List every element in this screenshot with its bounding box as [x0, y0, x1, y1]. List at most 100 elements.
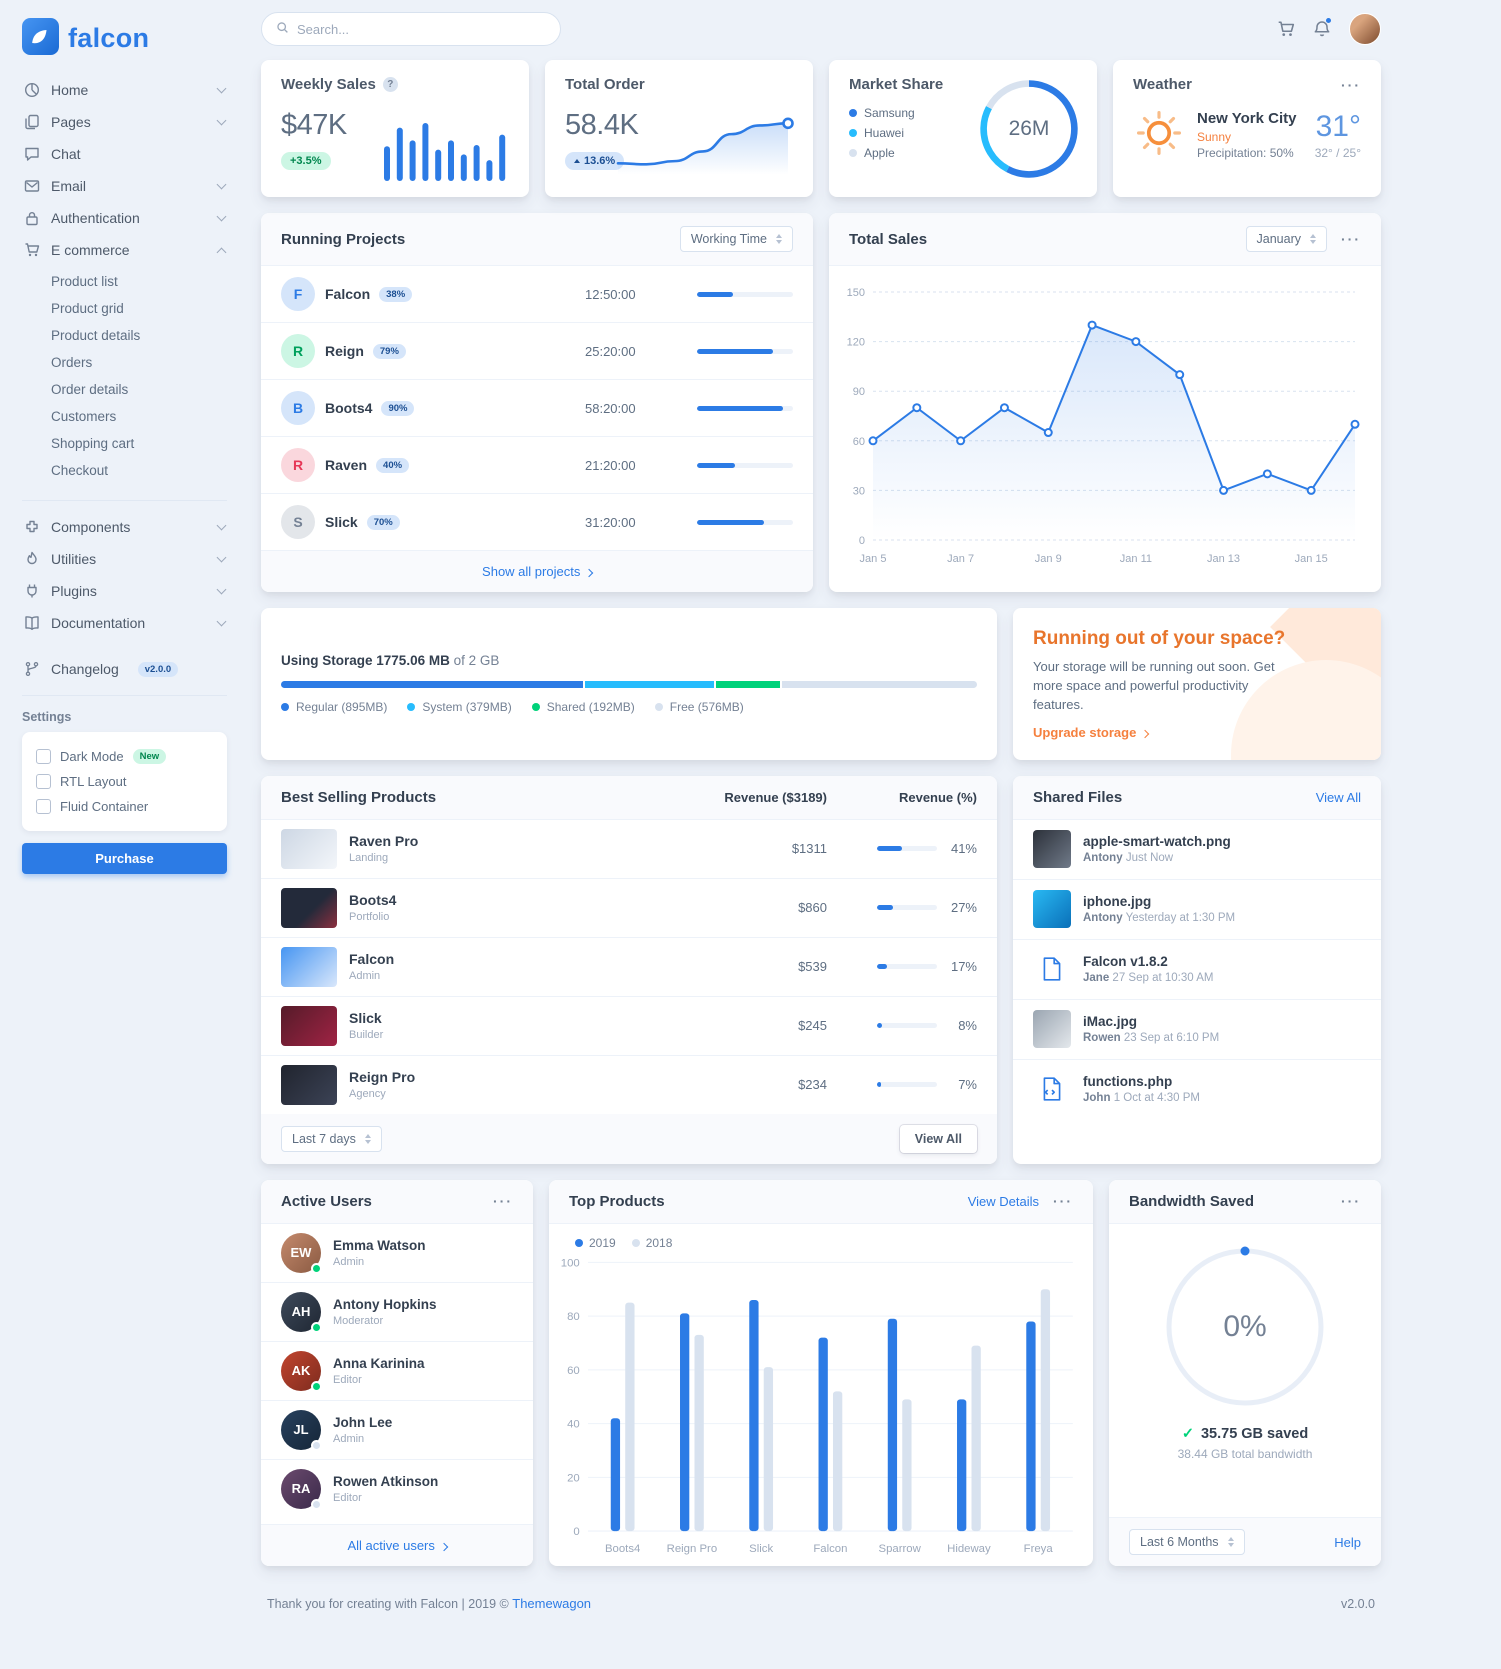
project-name-link[interactable]: Falcon	[325, 286, 371, 302]
upgrade-storage-link[interactable]: Upgrade storage	[1033, 725, 1361, 740]
svg-text:150: 150	[847, 287, 865, 299]
card-menu-icon[interactable]: ···	[493, 1193, 513, 1210]
themewagon-link[interactable]: Themewagon	[512, 1596, 592, 1612]
sidebar-item-customers[interactable]: Customers	[51, 409, 117, 424]
bandwidth-percent: 0%	[1223, 1309, 1267, 1343]
sidebar-item-home[interactable]: Home	[22, 74, 227, 106]
sidebar-item-utilities[interactable]: Utilities	[22, 543, 227, 575]
cart-icon[interactable]	[1277, 20, 1295, 38]
market-share-card: Market Share Samsung Huawei Apple 26M	[829, 60, 1097, 197]
project-progress-bar	[697, 348, 793, 354]
view-all-link[interactable]: View All	[1315, 789, 1361, 805]
product-name-link[interactable]: Slick	[349, 1010, 382, 1027]
card-title: Shared Files	[1033, 788, 1123, 806]
card-title: Market Share	[849, 76, 944, 93]
puzzle-icon	[24, 519, 40, 535]
sidebar-item-documentation[interactable]: Documentation	[22, 607, 227, 639]
file-time: 23 Sep at 6:10 PM	[1123, 1032, 1220, 1045]
all-active-users-link[interactable]: All active users	[261, 1524, 533, 1567]
user-row[interactable]: AH Antony Hopkins Moderator	[261, 1283, 533, 1342]
sidebar-item-pages[interactable]: Pages	[22, 106, 227, 138]
sidebar-item-authentication[interactable]: Authentication	[22, 202, 227, 234]
revenue-percent-label: 7%	[958, 1077, 977, 1093]
total-order-value: 58.4K	[565, 109, 639, 141]
project-name-link[interactable]: Slick	[325, 514, 358, 530]
project-name-link[interactable]: Raven	[325, 457, 368, 473]
user-row[interactable]: RA Rowen Atkinson Editor	[261, 1460, 533, 1518]
view-details-link[interactable]: View Details	[967, 1193, 1039, 1209]
date-range-select[interactable]: Last 7 days	[281, 1125, 382, 1152]
chevron-down-icon	[216, 616, 227, 627]
user-row[interactable]: EW Emma Watson Admin	[261, 1224, 533, 1283]
card-menu-icon[interactable]: ···	[1341, 1193, 1361, 1210]
svg-text:Slick: Slick	[749, 1542, 773, 1554]
month-select[interactable]: January	[1245, 226, 1327, 252]
user-name-link[interactable]: Rowen Atkinson	[333, 1473, 439, 1489]
project-name-link[interactable]: Boots4	[325, 400, 373, 416]
checkbox-icon[interactable]	[36, 774, 51, 789]
sidebar-item-components[interactable]: Components	[22, 511, 227, 543]
sidebar-item-chat[interactable]: Chat	[22, 138, 227, 170]
card-menu-icon[interactable]: ···	[1053, 1193, 1073, 1210]
chevron-right-icon	[584, 568, 594, 578]
sidebar: falcon Home Pages Chat Email	[0, 0, 245, 914]
search-input[interactable]	[297, 21, 546, 37]
file-name-link[interactable]: iMac.jpg	[1083, 1014, 1138, 1030]
product-name-link[interactable]: Raven Pro	[349, 833, 419, 850]
view-all-button[interactable]: View All	[899, 1124, 977, 1153]
project-name-link[interactable]: Reign	[325, 343, 364, 359]
fluid-container-toggle[interactable]: Fluid Container	[36, 794, 213, 819]
months-select[interactable]: Last 6 Months	[1129, 1529, 1245, 1556]
file-name-link[interactable]: iphone.jpg	[1083, 894, 1152, 910]
question-icon[interactable]: ?	[382, 77, 398, 92]
sidebar-item-email[interactable]: Email	[22, 170, 227, 202]
user-name-link[interactable]: Anna Karinina	[333, 1355, 425, 1371]
sidebar-item-product-grid[interactable]: Product grid	[51, 301, 124, 316]
sidebar-item-order-details[interactable]: Order details	[51, 382, 129, 397]
product-name-link[interactable]: Falcon	[349, 951, 395, 968]
bandwidth-card: Bandwidth Saved ··· 0% ✓ 35.75 GB saved 3…	[1109, 1179, 1381, 1567]
checkbox-icon[interactable]	[36, 749, 51, 764]
file-name-link[interactable]: functions.php	[1083, 1074, 1173, 1090]
file-thumbnail	[1033, 1010, 1071, 1049]
bell-icon[interactable]	[1313, 17, 1332, 38]
search-box[interactable]	[261, 12, 561, 46]
brand-logo[interactable]: falcon	[22, 12, 227, 74]
card-menu-icon[interactable]: ···	[1341, 76, 1361, 93]
svg-text:60: 60	[567, 1364, 580, 1376]
file-name-link[interactable]: Falcon v1.8.2	[1083, 954, 1168, 970]
working-time-select[interactable]: Working Time	[679, 226, 793, 252]
product-name-link[interactable]: Boots4	[349, 892, 397, 909]
svg-text:90: 90	[853, 386, 865, 398]
help-link[interactable]: Help	[1334, 1534, 1361, 1550]
product-name-link[interactable]: Reign Pro	[349, 1069, 416, 1086]
user-row[interactable]: JL John Lee Admin	[261, 1401, 533, 1460]
purchase-button[interactable]: Purchase	[22, 843, 227, 874]
sidebar-item-changelog[interactable]: Changelog v2.0.0	[22, 653, 227, 685]
user-name-link[interactable]: Emma Watson	[333, 1237, 426, 1253]
sidebar-item-orders[interactable]: Orders	[51, 355, 93, 370]
total-sales-chart: 0 30 60 90 120 150 Jan 5 Jan 7 Jan 9 Jan 11 Jan 13…	[847, 287, 1360, 565]
card-menu-icon[interactable]: ···	[1341, 231, 1361, 247]
sidebar-item-checkout[interactable]: Checkout	[51, 463, 109, 478]
dark-mode-toggle[interactable]: Dark Mode New	[36, 744, 213, 769]
user-row[interactable]: AK Anna Karinina Editor	[261, 1342, 533, 1401]
status-dot	[311, 1380, 322, 1392]
checkbox-icon[interactable]	[36, 799, 51, 814]
bandwidth-saved: ✓ 35.75 GB saved	[1181, 1425, 1309, 1442]
sidebar-item-plugins[interactable]: Plugins	[22, 575, 227, 607]
product-thumbnail	[281, 1064, 337, 1105]
sidebar-item-ecommerce[interactable]: E commerce	[22, 234, 227, 266]
sidebar-item-product-details[interactable]: Product details	[51, 328, 141, 343]
sidebar-item-shopping-cart[interactable]: Shopping cart	[51, 436, 135, 451]
storage-segment-regular	[281, 681, 584, 689]
rtl-layout-toggle[interactable]: RTL Layout	[36, 769, 213, 794]
sidebar-item-product-list[interactable]: Product list	[51, 274, 118, 289]
show-all-projects-link[interactable]: Show all projects	[261, 550, 813, 592]
chevron-right-icon	[1140, 729, 1150, 738]
user-name-link[interactable]: Antony Hopkins	[333, 1296, 437, 1312]
book-icon	[24, 615, 40, 631]
user-avatar[interactable]	[1349, 13, 1381, 45]
file-name-link[interactable]: apple-smart-watch.png	[1083, 834, 1231, 850]
user-name-link[interactable]: John Lee	[333, 1414, 393, 1430]
